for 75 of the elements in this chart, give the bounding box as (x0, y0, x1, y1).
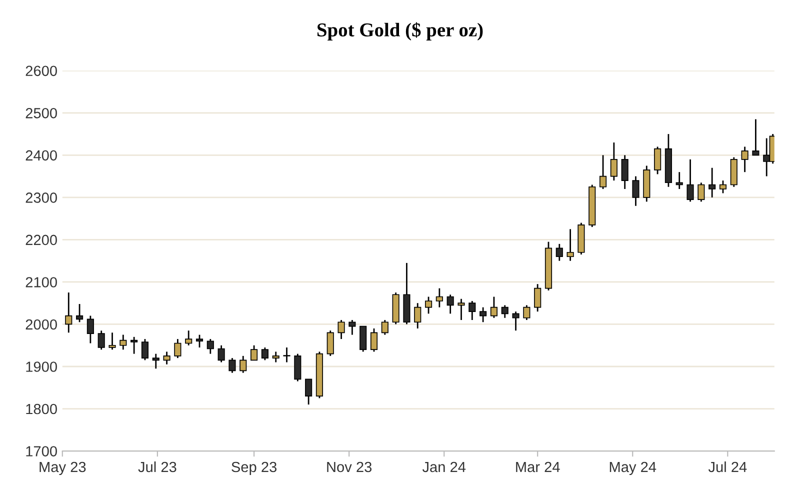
candlestick (490, 296, 498, 319)
candlestick (283, 346, 290, 363)
candlestick (741, 146, 748, 173)
candlestick (76, 303, 84, 323)
candlestick (348, 319, 356, 336)
candlestick (468, 300, 476, 321)
y-tick-label: 1900 (26, 362, 57, 372)
candlestick (163, 351, 170, 366)
candlestick (240, 355, 247, 374)
x-tick-label: Jul 24 (708, 461, 747, 472)
candlestick (676, 171, 683, 190)
candlestick (196, 334, 204, 348)
x-tick-label: May 23 (40, 462, 86, 476)
candlestick (719, 180, 727, 194)
candlestick (338, 319, 345, 340)
candlestick (556, 243, 563, 262)
x-tick-label: May 24 (610, 462, 656, 476)
y-tick-label: 2200 (26, 234, 57, 246)
x-tick-label: Sep 23 (232, 462, 277, 476)
candlestick (120, 334, 127, 350)
candlestick (174, 338, 182, 359)
candlestick (272, 351, 280, 363)
x-tick-label: Jan 24 (422, 462, 466, 472)
candlestick (436, 288, 443, 308)
candlestick (686, 158, 694, 202)
candlestick (381, 319, 388, 336)
candlestick (621, 154, 628, 190)
candlestick (98, 330, 105, 350)
candlestick (698, 182, 705, 202)
candlestick (763, 138, 770, 177)
candlestick (424, 296, 432, 314)
candlestick (108, 332, 116, 350)
y-tick-label: 2100 (26, 277, 57, 288)
candlestick (185, 330, 192, 346)
candlestick (566, 228, 574, 262)
candlestick (261, 346, 268, 361)
candlestick (206, 338, 214, 355)
candlestick (446, 294, 454, 314)
x-tick-label: Mar 24 (516, 462, 560, 472)
candlestick (250, 344, 258, 361)
candlestick (130, 336, 138, 355)
candlestick (305, 378, 312, 406)
candlestick (599, 154, 607, 190)
candlestick (752, 118, 760, 156)
candlestick (65, 292, 72, 334)
candlestick (523, 304, 530, 321)
candlestick (708, 167, 716, 198)
candlestick (86, 315, 94, 344)
candlestick (632, 176, 640, 207)
candlestick (610, 142, 618, 182)
candlestick (534, 283, 542, 312)
y-tick-label: 2300 (26, 192, 57, 203)
candlestick (654, 146, 662, 175)
candlestick (480, 306, 487, 323)
candlestick (360, 326, 367, 352)
x-tick-label: Jul 23 (138, 461, 176, 472)
candlestick (152, 353, 160, 370)
candlestick (141, 338, 149, 361)
x-tick-label: Nov 23 (327, 462, 372, 472)
candlestick (294, 353, 302, 382)
candlestick (501, 304, 508, 319)
candlestick (370, 328, 378, 352)
candlestick (218, 344, 225, 363)
chart-title: Spot Gold ($ per oz) (317, 22, 483, 40)
y-tick-label: 2400 (26, 150, 57, 161)
y-tick-label: 1800 (26, 404, 57, 414)
candlestick (228, 357, 236, 374)
y-tick-label: 2000 (26, 319, 57, 330)
candlestick (458, 298, 465, 321)
y-tick-label: 1700 (26, 446, 57, 456)
candlestick (414, 302, 422, 330)
y-tick-label: 2500 (26, 108, 57, 118)
candlestick (326, 330, 334, 357)
y-tick-label: 2600 (26, 66, 57, 76)
candlestick (512, 310, 520, 332)
